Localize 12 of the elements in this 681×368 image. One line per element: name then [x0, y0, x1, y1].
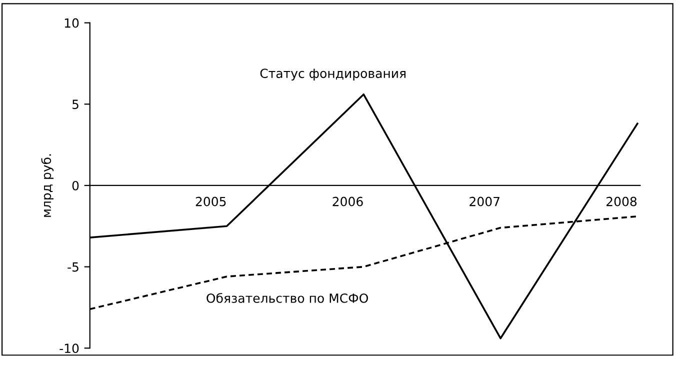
y-axis-title: млрд руб.: [41, 154, 54, 217]
x-tick-label: 2006: [332, 196, 363, 206]
x-tick-label: 2008: [606, 196, 637, 206]
text: Статус фондирования: [260, 68, 406, 80]
x-tick-label: 2005: [196, 196, 226, 206]
y-tick-label: -10: [60, 344, 79, 354]
x-tick-label: 2007: [470, 196, 500, 206]
series-label: Обязательство по МСФО: [206, 293, 368, 303]
y-tick-label: 0: [72, 180, 79, 190]
y-tick-label: 10: [64, 18, 79, 28]
y-tick-label: -5: [68, 262, 78, 272]
y-tick-label: 5: [72, 100, 78, 110]
